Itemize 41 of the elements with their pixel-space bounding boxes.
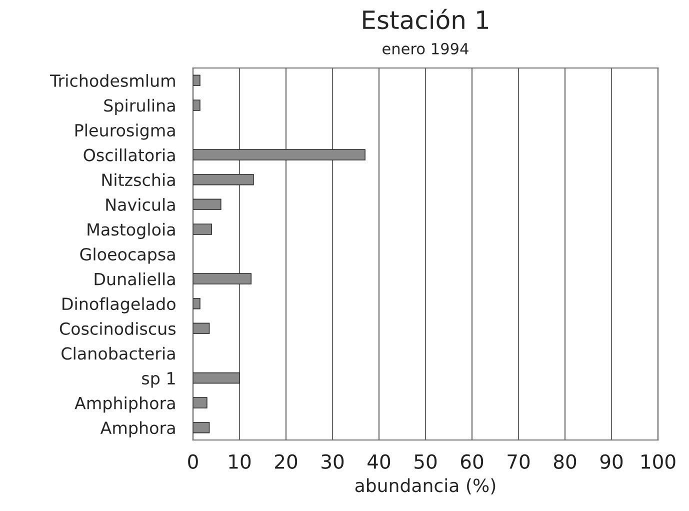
bar: [193, 372, 240, 384]
chart-subtitle: enero 1994: [382, 42, 468, 54]
bar: [193, 174, 254, 186]
x-tick-label: 30: [322, 454, 344, 469]
y-tick-label: Spirulina: [104, 98, 175, 115]
y-tick-label: Amphora: [100, 421, 175, 438]
bar: [193, 224, 212, 235]
x-tick-label: 20: [275, 454, 298, 469]
y-tick-label: Gloeocapsa: [80, 248, 175, 264]
bar: [193, 100, 200, 111]
y-tick-label: Oscillatoria: [84, 148, 175, 162]
bar: [193, 322, 210, 334]
x-axis-title: abundancia (%): [355, 478, 496, 494]
x-tick-label: 10: [229, 454, 251, 469]
x-tick-label: 80: [554, 454, 576, 469]
y-tick-label: Amphiphora: [74, 396, 175, 413]
y-tick-label: Navicula: [106, 198, 175, 211]
bar: [193, 298, 200, 310]
bar: [193, 149, 366, 160]
bar: [193, 273, 252, 284]
y-tick-label: Trichodesmlum: [50, 74, 175, 87]
y-tick-label: sp 1: [142, 372, 175, 388]
x-tick-label: 100: [642, 454, 676, 469]
x-tick-label: 50: [414, 454, 437, 469]
y-tick-label: Coscinodiscus: [60, 322, 176, 335]
bar: [193, 397, 208, 408]
x-tick-label: 70: [508, 454, 530, 469]
y-tick-label: Dinoflagelado: [62, 297, 176, 314]
y-tick-label: Pleurosigma: [75, 124, 175, 140]
x-tick-label: 60: [460, 454, 484, 469]
chart-title: Estación 1: [363, 8, 488, 30]
y-tick-label: Nitzschia: [102, 173, 175, 186]
bar: [193, 74, 200, 86]
x-tick-label: 0: [188, 454, 198, 469]
x-tick-label: 40: [368, 454, 390, 469]
y-tick-label: Clanobacteria: [62, 346, 175, 360]
y-tick-label: Mastogloia: [88, 222, 175, 239]
bar: [193, 198, 222, 210]
bar: [193, 422, 210, 434]
x-tick-label: 90: [600, 454, 623, 469]
y-tick-label: Dunaliella: [94, 272, 175, 286]
